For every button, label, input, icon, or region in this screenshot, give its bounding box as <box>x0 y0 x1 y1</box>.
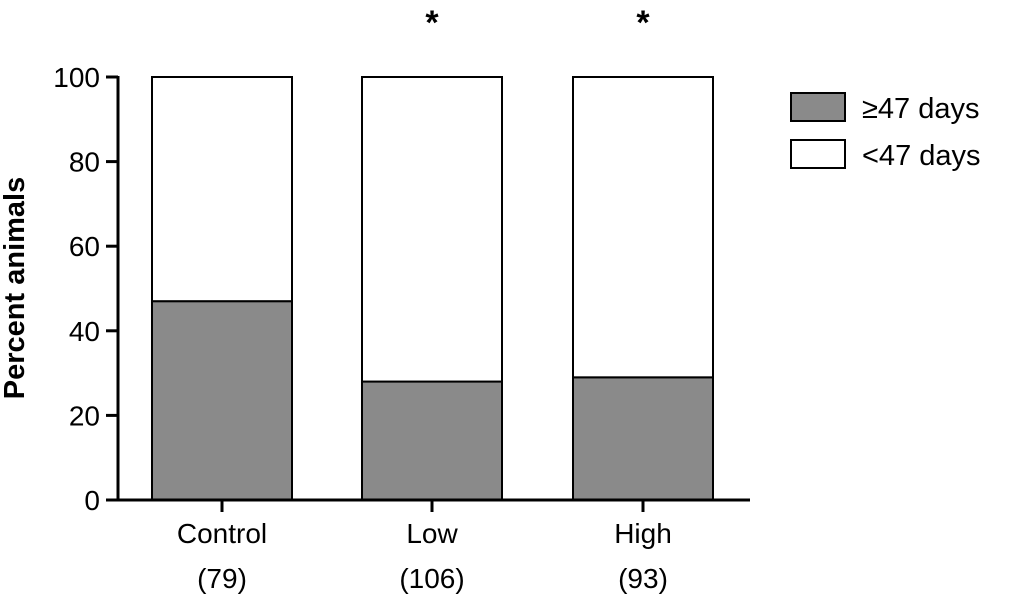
sample-size-label-high: (93) <box>618 563 668 594</box>
bar-segment-low-series-0 <box>361 380 503 501</box>
y-tick-label: 80 <box>69 147 100 178</box>
x-tick-label-high: High <box>614 518 672 549</box>
x-tick-label-control: Control <box>177 518 267 549</box>
significance-marker-low: * <box>425 4 439 42</box>
significance-marker-high: * <box>636 4 650 42</box>
legend-label-series-0: ≥47 days <box>862 93 980 125</box>
axes-group: 0 20 40 60 80 100 Control (79) Low (106) * High (93)… <box>53 4 750 594</box>
bar-segment-high-series-0 <box>572 376 714 501</box>
y-tick-label: 20 <box>69 400 100 431</box>
bar-segment-control-series-0 <box>151 300 293 501</box>
y-axis-label: Percent animals <box>0 177 31 399</box>
bar-segment-control-series-1 <box>151 76 293 303</box>
bars-group <box>151 76 714 501</box>
legend: ≥47 days <47 days <box>790 92 981 172</box>
legend-swatch-series-1 <box>790 139 846 169</box>
x-tick-label-low: Low <box>406 518 458 549</box>
y-tick-label: 100 <box>53 62 100 93</box>
bar-segment-high-series-1 <box>572 76 714 379</box>
bar-segment-low-series-1 <box>361 76 503 383</box>
legend-label-series-1: <47 days <box>862 140 981 172</box>
sample-size-label-low: (106) <box>399 563 464 594</box>
sample-size-label-control: (79) <box>197 563 247 594</box>
y-tick-label: 0 <box>84 485 100 516</box>
y-tick-label: 40 <box>69 316 100 347</box>
legend-swatch-series-0 <box>790 92 846 122</box>
y-tick-label: 60 <box>69 231 100 262</box>
